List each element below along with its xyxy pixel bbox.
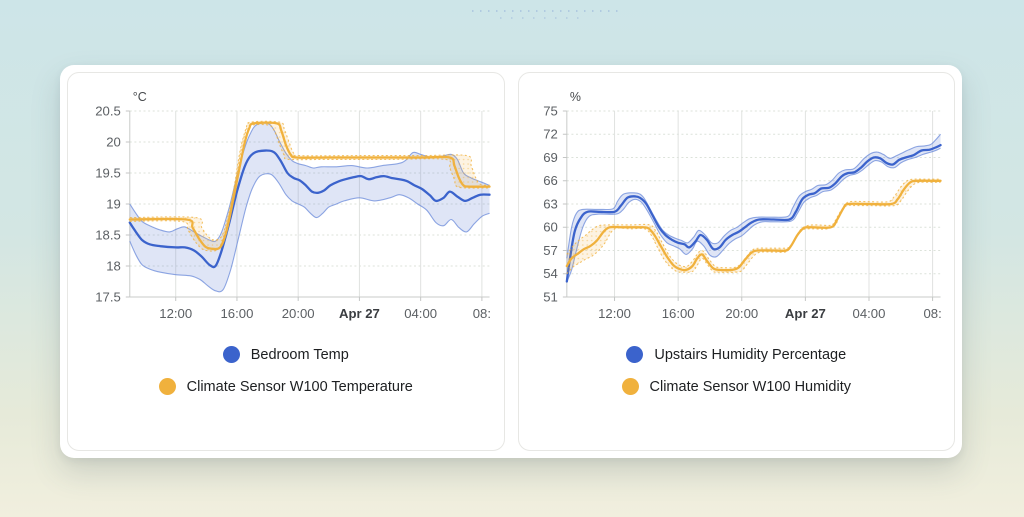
svg-text:66: 66 — [543, 173, 558, 188]
svg-text:20.5: 20.5 — [95, 103, 121, 118]
svg-text:Apr 27: Apr 27 — [339, 306, 380, 321]
svg-text:08:: 08: — [923, 306, 941, 321]
legend-item-bedroom-temp[interactable]: Bedroom Temp — [222, 346, 349, 363]
climate-sensor-w100-humidity-line — [565, 179, 942, 272]
upstairs-humidity-percentage-series — [565, 133, 942, 283]
humidity-legend: Upstairs Humidity Percentage Climate Sen… — [519, 346, 955, 395]
dashboard-panel: 20.5 20 19.5 19 18.5 18 17.5 12:00 16:00 20:00 Apr… — [60, 65, 962, 458]
svg-text:69: 69 — [543, 150, 558, 165]
climate-sensor-w100-temperature-line — [128, 121, 491, 251]
w100-temperature-color-dot — [158, 378, 176, 395]
bedroom-temp-color-dot — [222, 346, 240, 363]
humidity-card: 75 72 69 66 63 60 57 54 51 12:00 16:00 20:00 Apr 27 0… — [517, 72, 955, 451]
svg-text:04:00: 04:00 — [852, 306, 885, 321]
svg-text:12:00: 12:00 — [159, 306, 192, 321]
bedroom-temp-series — [128, 122, 491, 293]
legend-item-w100-temperature[interactable]: Climate Sensor W100 Temperature — [158, 378, 413, 395]
svg-text:20:00: 20:00 — [282, 306, 315, 321]
axis-unit-label: °C — [133, 90, 147, 104]
legend-label: Upstairs Humidity Percentage — [654, 346, 847, 363]
svg-text:19.5: 19.5 — [95, 165, 121, 180]
svg-text:20:00: 20:00 — [725, 306, 758, 321]
svg-text:12:00: 12:00 — [598, 306, 631, 321]
svg-text:16:00: 16:00 — [221, 306, 254, 321]
svg-text:04:00: 04:00 — [404, 306, 437, 321]
climate-sensor-w100-temperature-series — [128, 120, 491, 252]
legend-label: Climate Sensor W100 Temperature — [186, 378, 413, 395]
legend-item-upstairs-humidity[interactable]: Upstairs Humidity Percentage — [626, 346, 846, 363]
svg-text:57: 57 — [543, 243, 558, 258]
svg-text:60: 60 — [543, 220, 558, 235]
humidity-chart[interactable]: 75 72 69 66 63 60 57 54 51 12:00 16:00 20:00 Apr 27 0… — [519, 73, 955, 331]
legend-item-w100-humidity[interactable]: Climate Sensor W100 Humidity — [621, 378, 851, 395]
grid — [129, 110, 490, 298]
axis-unit-label: % — [569, 90, 580, 104]
svg-text:72: 72 — [543, 127, 558, 142]
upstairs-humidity-percentage-line — [565, 143, 942, 283]
svg-text:17.5: 17.5 — [95, 289, 121, 304]
upstairs-humidity-color-dot — [626, 346, 644, 363]
svg-text:Apr 27: Apr 27 — [784, 306, 825, 321]
temperature-card: 20.5 20 19.5 19 18.5 18 17.5 12:00 16:00 20:00 Apr… — [67, 72, 505, 451]
svg-text:75: 75 — [543, 103, 558, 118]
svg-text:19: 19 — [106, 196, 121, 211]
svg-text:20: 20 — [106, 134, 121, 149]
svg-text:54: 54 — [543, 266, 558, 281]
bedroom-temp-line — [128, 149, 491, 269]
w100-humidity-color-dot — [621, 378, 639, 395]
temperature-legend: Bedroom Temp Climate Sensor W100 Tempera… — [68, 346, 504, 395]
svg-text:63: 63 — [543, 196, 558, 211]
svg-text:51: 51 — [543, 289, 558, 304]
temperature-chart[interactable]: 20.5 20 19.5 19 18.5 18 17.5 12:00 16:00 20:00 Apr… — [68, 73, 504, 331]
svg-text:16:00: 16:00 — [661, 306, 694, 321]
svg-text:18: 18 — [106, 258, 121, 273]
legend-label: Bedroom Temp — [250, 346, 349, 363]
watermark-dots — [472, 9, 632, 21]
axes: 75 72 69 66 63 60 57 54 51 12:00 16:00 20:00 Apr 27 0… — [543, 103, 941, 321]
legend-label: Climate Sensor W100 Humidity — [649, 378, 851, 395]
svg-text:18.5: 18.5 — [95, 227, 121, 242]
climate-sensor-w100-humidity-series — [565, 178, 942, 275]
svg-text:08:: 08: — [473, 306, 491, 321]
